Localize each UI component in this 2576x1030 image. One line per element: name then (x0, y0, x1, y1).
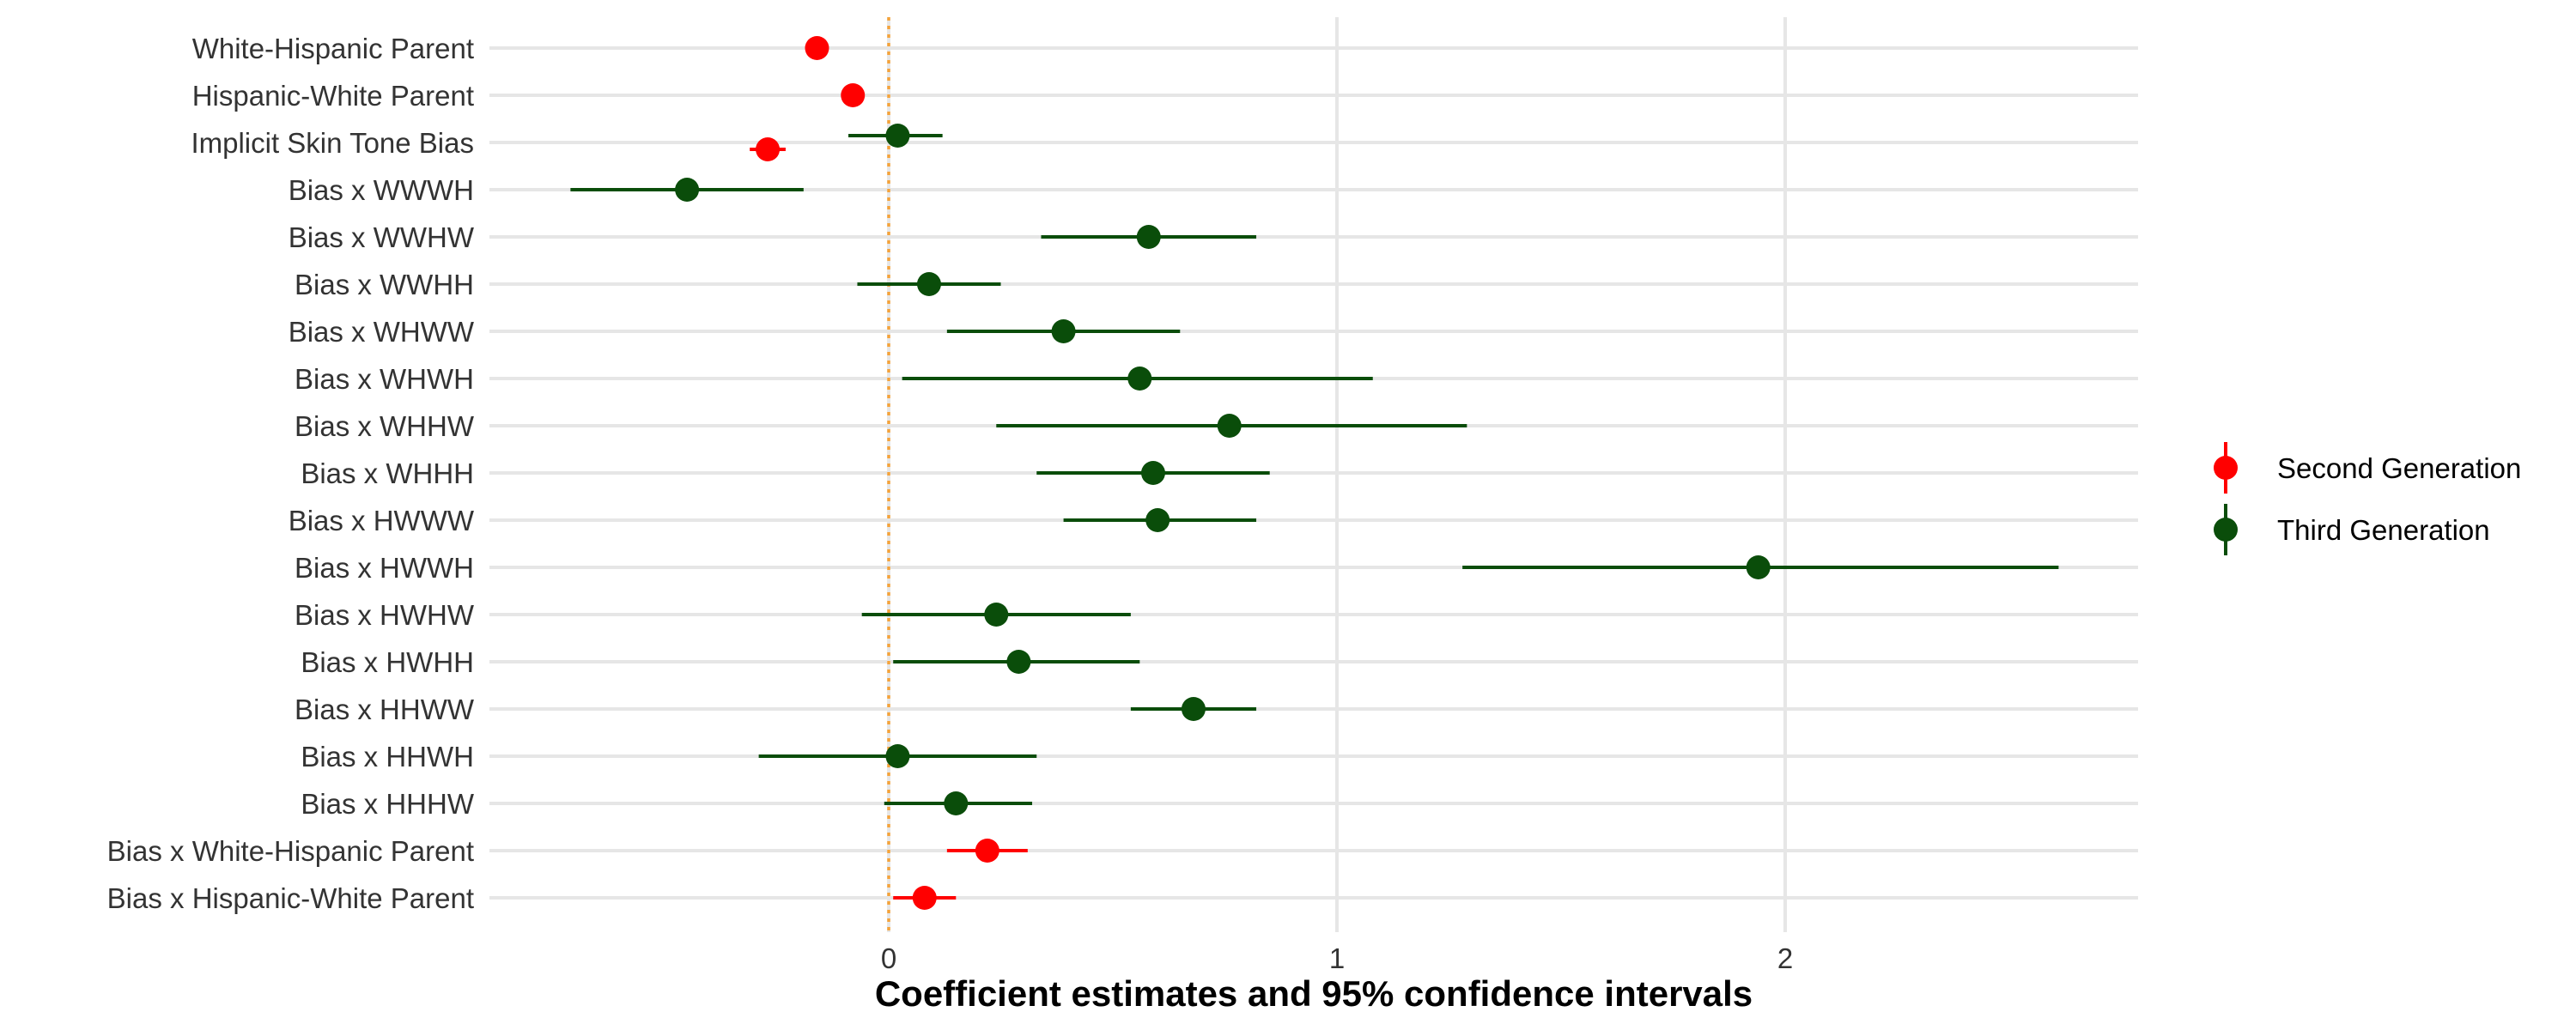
y-tick-label: Bias x WHWW (289, 316, 475, 348)
legend-label: Second Generation (2277, 452, 2521, 484)
estimate-point (1140, 461, 1165, 485)
grid-layer (489, 17, 2138, 932)
y-tick-label: Bias x WHHH (301, 457, 474, 489)
estimate-point (885, 124, 910, 148)
estimate-point (1746, 555, 1771, 579)
legend-label: Third Generation (2277, 514, 2490, 546)
estimate-point (944, 791, 969, 815)
legend-key-point (2214, 456, 2238, 480)
estimate-point (1051, 319, 1076, 343)
legend-key-point (2214, 518, 2238, 542)
estimate-point (916, 272, 941, 296)
y-tick-label: Bias x HWWH (295, 552, 474, 584)
y-tick-label: Bias x HHWH (301, 741, 474, 772)
estimate-point (885, 744, 910, 768)
y-tick-label: Bias x HWHH (301, 646, 474, 678)
estimate-point (1217, 414, 1242, 438)
estimate-point (1136, 225, 1161, 249)
estimate-point (1127, 367, 1152, 391)
estimate-point (841, 83, 866, 107)
estimate-point (984, 603, 1009, 627)
x-axis-title: Coefficient estimates and 95% confidence… (875, 973, 1753, 1014)
y-tick-label: Bias x WWWH (289, 174, 474, 206)
estimate-point (1181, 697, 1206, 721)
y-tick-label: Bias x WWHW (289, 221, 475, 253)
estimate-point (1006, 650, 1031, 674)
x-tick-label: 1 (1329, 942, 1345, 974)
y-tick-label: Bias x HWHW (295, 599, 475, 631)
estimate-point (675, 178, 700, 202)
y-tick-label: Implicit Skin Tone Bias (191, 127, 474, 159)
marks-layer (570, 36, 2059, 910)
y-tick-label: Bias x WHWH (295, 363, 474, 395)
estimate-point (975, 839, 999, 863)
legend: Second Generation Third Generation (2214, 442, 2521, 555)
y-tick-label: White-Hispanic Parent (192, 33, 474, 64)
x-tick-label: 2 (1777, 942, 1793, 974)
estimate-point (1145, 508, 1170, 532)
y-tick-label: Bias x HHWW (295, 694, 475, 725)
y-tick-label: Bias x Hispanic-White Parent (107, 882, 474, 914)
x-tick-label: 0 (881, 942, 896, 974)
y-tick-label: Bias x White-Hispanic Parent (107, 835, 474, 867)
y-tick-label: Bias x WWHH (295, 269, 474, 300)
estimate-point (756, 137, 781, 161)
y-tick-label: Bias x HWWW (289, 505, 475, 536)
y-tick-label: Bias x WHHW (295, 410, 475, 442)
estimate-point (805, 36, 829, 60)
y-tick-label: Bias x HHHW (301, 788, 475, 820)
y-tick-labels: White-Hispanic Parent Hispanic-White Pare… (107, 33, 475, 914)
x-tick-labels: 0 1 2 (881, 942, 1793, 974)
estimate-point (912, 886, 937, 910)
y-tick-label: Hispanic-White Parent (192, 80, 474, 112)
